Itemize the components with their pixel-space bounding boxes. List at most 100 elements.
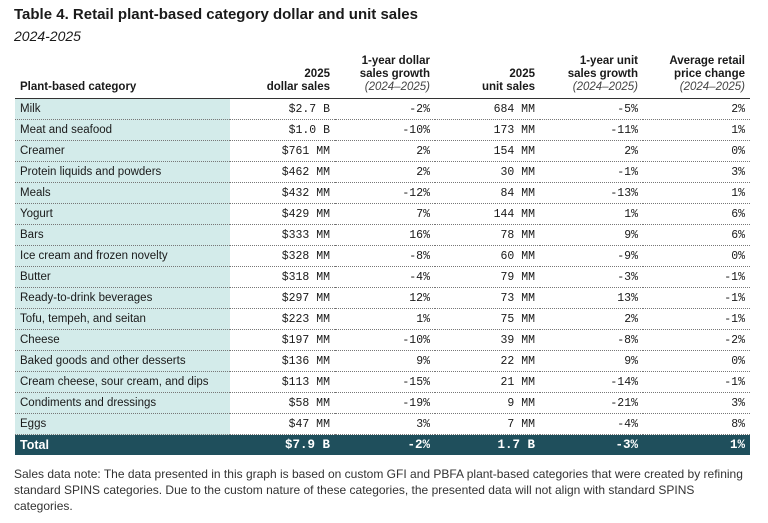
total-label: Total [15, 434, 230, 455]
cell: -4% [335, 266, 435, 288]
cell: -9% [540, 245, 643, 267]
cell: 9 MM [435, 392, 540, 414]
total-cell: -3% [540, 434, 643, 455]
cell: $318 MM [230, 266, 335, 288]
cell: -14% [540, 371, 643, 393]
category-cell: Butter [15, 266, 230, 288]
category-cell: Eggs [15, 413, 230, 435]
category-cell: Ready-to-drink beverages [15, 287, 230, 309]
cell: $2.7 B [230, 98, 335, 120]
category-cell: Meat and seafood [15, 119, 230, 141]
cell: 154 MM [435, 140, 540, 162]
cell: 12% [335, 287, 435, 309]
cell: -21% [540, 392, 643, 414]
header-line: Average retail [669, 55, 745, 67]
cell: 2% [335, 140, 435, 162]
table-row: Butter $318 MM -4% 79 MM -3% -1% [15, 266, 750, 288]
header-row: Plant-based category 2025 dollar sales 1-ye… [15, 50, 750, 99]
cell: 73 MM [435, 287, 540, 309]
cell: 2% [540, 140, 643, 162]
table-row: Cream cheese, sour cream, and dips $113 M… [15, 371, 750, 393]
cell: 6% [643, 224, 750, 246]
cell: -3% [540, 266, 643, 288]
total-cell: 1% [643, 434, 750, 455]
column-header: 1-year dollar sales growth (2024–2025) [335, 50, 435, 99]
total-cell: -2% [335, 434, 435, 455]
total-cell: $7.9 B [230, 434, 335, 455]
table-row: Baked goods and other desserts $136 MM 9% 2… [15, 350, 750, 372]
cell: 7 MM [435, 413, 540, 435]
cell: -1% [643, 308, 750, 330]
header-line: sales growth [567, 68, 638, 80]
header-line: dollar sales [266, 81, 330, 93]
cell: $432 MM [230, 182, 335, 204]
table-subtitle: 2024-2025 [14, 28, 81, 44]
cell: 2% [643, 98, 750, 120]
category-cell: Yogurt [15, 203, 230, 225]
header-line: 1-year dollar [361, 55, 430, 67]
cell: $136 MM [230, 350, 335, 372]
category-cell: Creamer [15, 140, 230, 162]
header-line: unit sales [481, 81, 535, 93]
cell: 60 MM [435, 245, 540, 267]
cell: 1% [643, 182, 750, 204]
cell: -19% [335, 392, 435, 414]
cell: -8% [335, 245, 435, 267]
table-row: Protein liquids and powders $462 MM 2% 30 M… [15, 161, 750, 183]
cell: 2% [540, 308, 643, 330]
category-cell: Baked goods and other desserts [15, 350, 230, 372]
table-row: Milk $2.7 B -2% 684 MM -5% 2% [15, 98, 750, 120]
header-line: 2025 [509, 68, 535, 80]
cell: 7% [335, 203, 435, 225]
cell: 79 MM [435, 266, 540, 288]
cell: -2% [643, 329, 750, 351]
column-header: Average retail price change (2024–2025) [643, 50, 750, 99]
cell: 3% [643, 161, 750, 183]
header-period: (2024–2025) [679, 81, 745, 93]
header-line: 1-year unit [579, 55, 638, 67]
cell: 9% [335, 350, 435, 372]
cell: 684 MM [435, 98, 540, 120]
total-cell: 1.7 B [435, 434, 540, 455]
header-line: Plant-based category [20, 81, 137, 93]
cell: 75 MM [435, 308, 540, 330]
cell: 0% [643, 350, 750, 372]
cell: 21 MM [435, 371, 540, 393]
cell: $58 MM [230, 392, 335, 414]
cell: $328 MM [230, 245, 335, 267]
table-row: Condiments and dressings $58 MM -19% 9 MM -2… [15, 392, 750, 414]
column-header: Plant-based category [15, 50, 230, 99]
header-line: price change [674, 68, 745, 80]
cell: -11% [540, 119, 643, 141]
sales-table: Plant-based category 2025 dollar sales 1-ye… [15, 50, 750, 455]
cell: -1% [643, 287, 750, 309]
cell: -12% [335, 182, 435, 204]
column-header: 1-year unit sales growth (2024–2025) [540, 50, 643, 99]
table-row: Bars $333 MM 16% 78 MM 9% 6% [15, 224, 750, 246]
cell: $761 MM [230, 140, 335, 162]
cell: 22 MM [435, 350, 540, 372]
cell: 144 MM [435, 203, 540, 225]
category-cell: Tofu, tempeh, and seitan [15, 308, 230, 330]
cell: 9% [540, 350, 643, 372]
cell: -1% [643, 371, 750, 393]
cell: -15% [335, 371, 435, 393]
cell: -5% [540, 98, 643, 120]
cell: -8% [540, 329, 643, 351]
header-line: 2025 [304, 68, 330, 80]
cell: $333 MM [230, 224, 335, 246]
category-cell: Milk [15, 98, 230, 120]
cell: 3% [643, 392, 750, 414]
category-cell: Protein liquids and powders [15, 161, 230, 183]
cell: 8% [643, 413, 750, 435]
cell: 16% [335, 224, 435, 246]
table-row: Ice cream and frozen novelty $328 MM -8% 60… [15, 245, 750, 267]
table-body: Milk $2.7 B -2% 684 MM -5% 2% Meat and seafood… [15, 98, 750, 455]
table-row: Meat and seafood $1.0 B -10% 173 MM -11% 1% [15, 119, 750, 141]
cell: -1% [540, 161, 643, 183]
category-cell: Meals [15, 182, 230, 204]
cell: $197 MM [230, 329, 335, 351]
table-row: Tofu, tempeh, and seitan $223 MM 1% 75 MM 2%… [15, 308, 750, 330]
cell: -2% [335, 98, 435, 120]
